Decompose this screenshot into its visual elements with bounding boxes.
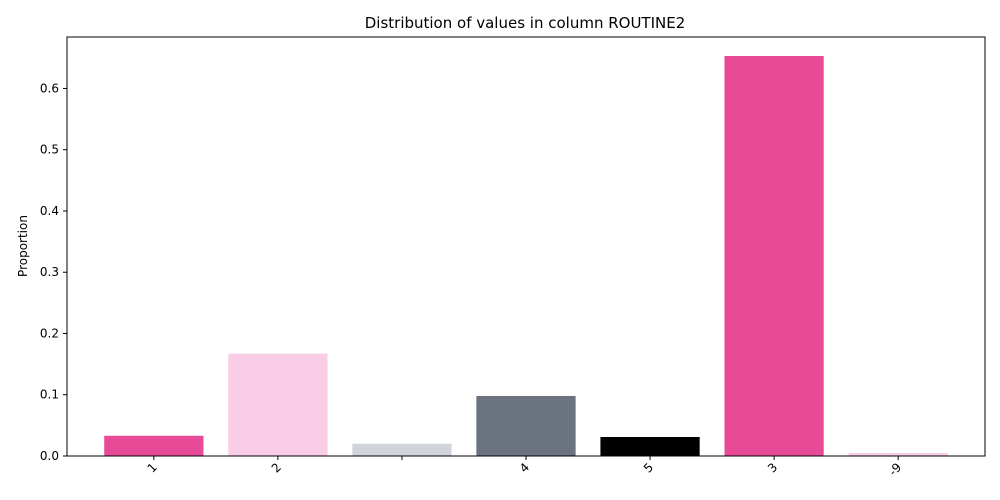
y-tick-label: 0.2 (40, 326, 59, 340)
chart-title: Distribution of values in column ROUTINE… (365, 14, 686, 32)
y-axis-ticks: 0.0 0.1 0.2 0.3 0.4 0.5 0.6 (40, 81, 67, 463)
y-tick-label: 0.4 (40, 204, 59, 218)
bar--9 (848, 452, 948, 456)
bar-3 (724, 55, 824, 456)
x-axis-ticks: 1 2 4 5 3 -9 (145, 456, 904, 479)
x-tick-label: 1 (145, 460, 160, 475)
plot-frame (66, 36, 986, 457)
y-tick-label: 0.5 (40, 143, 59, 157)
bar-5 (600, 437, 700, 456)
x-tick-label: 5 (641, 460, 656, 475)
x-tick-label: -9 (886, 460, 904, 478)
y-tick-label: 0.0 (40, 449, 59, 463)
y-tick-label: 0.6 (40, 81, 59, 95)
y-axis-label: Proportion (16, 215, 30, 277)
x-tick-label: 4 (517, 460, 532, 475)
x-tick-label: 2 (269, 460, 284, 475)
bar-4 (476, 395, 576, 456)
bar-1 (104, 435, 204, 456)
y-tick-label: 0.1 (40, 388, 59, 402)
bar-blank (352, 443, 452, 456)
y-tick-label: 0.3 (40, 265, 59, 279)
bar-2 (228, 353, 328, 456)
x-tick-label: 3 (765, 460, 780, 475)
bars-group (104, 55, 948, 456)
